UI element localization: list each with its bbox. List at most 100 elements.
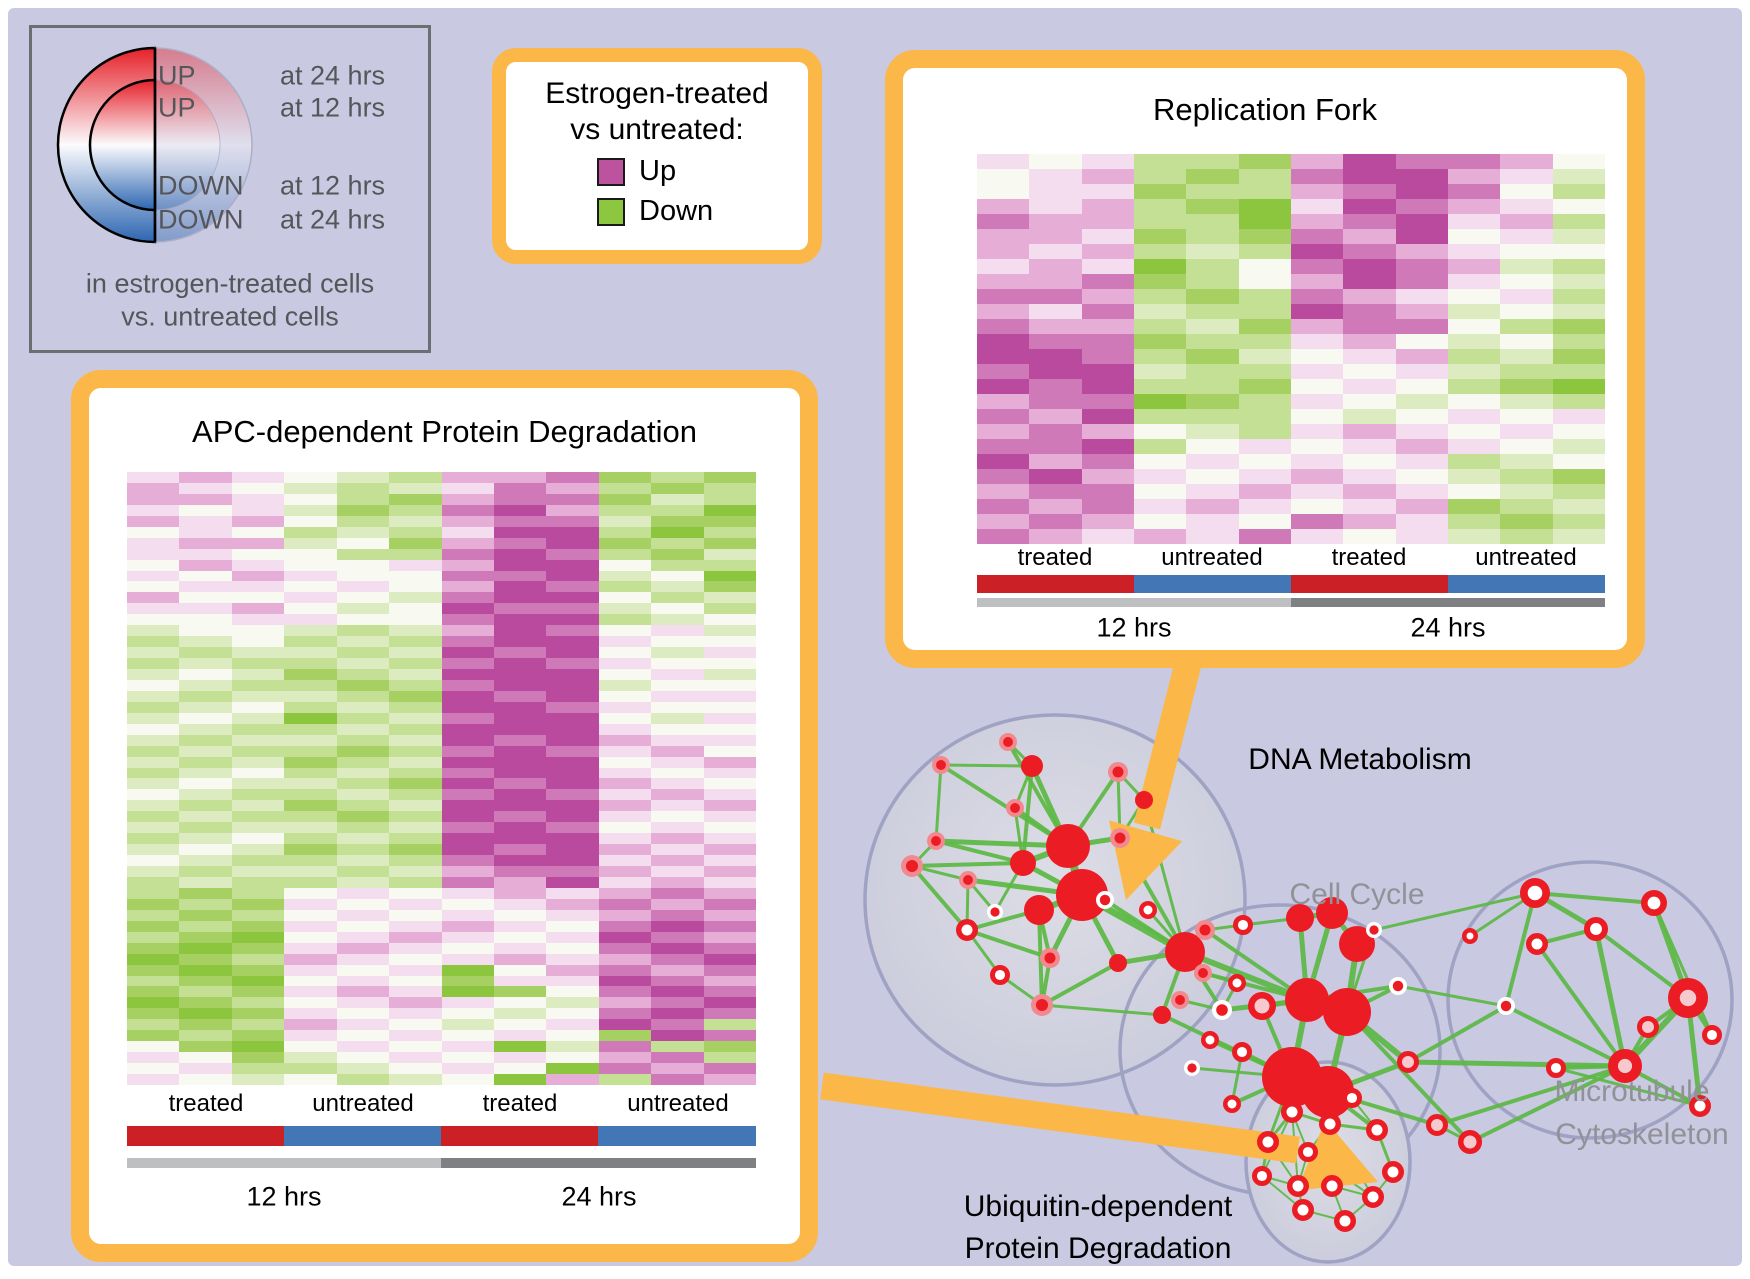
- heatmap-cell: [1343, 289, 1396, 304]
- heatmap-cell: [598, 789, 652, 801]
- heatmap-cell: [651, 811, 704, 823]
- heatmap-cell: [127, 493, 180, 505]
- heatmap-cell: [1186, 289, 1239, 304]
- heatmap-cell: [1290, 439, 1344, 454]
- heatmap-cell: [284, 515, 337, 527]
- heatmap-cell: [231, 548, 285, 560]
- heatmap-cell: [179, 493, 232, 505]
- heatmap-cell: [1133, 529, 1187, 544]
- heatmap-cell: [1500, 184, 1553, 199]
- heatmap-cell: [977, 364, 1030, 379]
- heatmap-cell: [1186, 334, 1239, 349]
- heatmap-cell: [441, 789, 494, 801]
- heatmap-cell: [284, 669, 337, 680]
- heatmap-cell: [1186, 439, 1239, 454]
- up-swatch-icon: [597, 157, 625, 186]
- heatmap-cell: [231, 636, 285, 648]
- network-edge: [1533, 891, 1656, 905]
- heatmap-cell: [703, 931, 756, 943]
- heatmap-cell: [1395, 394, 1448, 409]
- heatmap-cell: [1343, 274, 1396, 289]
- heatmap-cell: [1029, 514, 1082, 529]
- heatmap-cell: [1238, 169, 1291, 184]
- heatmap-cell: [703, 472, 756, 483]
- heatmap-cell: [127, 756, 180, 768]
- heatmap-cell: [389, 975, 442, 987]
- heatmap-cell: [1290, 424, 1344, 439]
- heatmap-cell: [441, 472, 494, 483]
- heatmap-cell: [1081, 469, 1134, 484]
- heatmap-cell: [493, 493, 547, 505]
- heatmap-cell: [179, 472, 232, 483]
- heatmap-cell: [127, 603, 180, 615]
- heatmap-cell: [179, 669, 232, 680]
- heatmap-cell: [651, 482, 704, 494]
- heatmap-cell: [441, 822, 494, 834]
- gene-node: [990, 907, 1000, 917]
- heatmap-cell: [598, 887, 652, 899]
- heatmap-cell: [127, 570, 180, 582]
- heatmap-cell: [1343, 499, 1396, 514]
- heatmap-cell: [651, 647, 704, 659]
- gene-node: [1251, 1165, 1272, 1186]
- heatmap-cell: [127, 975, 180, 987]
- heatmap-cell: [1029, 364, 1082, 379]
- heatmap-cell: [977, 244, 1030, 259]
- heatmap-cell: [1029, 229, 1082, 244]
- heatmap-cell: [284, 493, 337, 505]
- heatmap-cell: [179, 537, 232, 549]
- heatmap-cell: [1238, 289, 1291, 304]
- heatmap-cell: [651, 493, 704, 505]
- heatmap-cell: [1081, 169, 1134, 184]
- heatmap-cell: [651, 701, 704, 713]
- heatmap-cell: [703, 767, 756, 779]
- legend-item-up: Up: [597, 155, 717, 188]
- heatmap-cell: [1343, 379, 1396, 394]
- heatmap-cell: [1500, 319, 1553, 334]
- gene-node: [1044, 952, 1056, 964]
- gene-node: [1462, 928, 1478, 944]
- heatmap-cell: [1500, 154, 1553, 169]
- heatmap-cell: [1238, 214, 1291, 229]
- gene-node: [1287, 1175, 1309, 1197]
- gene-node: [1099, 894, 1111, 906]
- heatmap-cell: [546, 559, 599, 571]
- heatmap-cell: [389, 636, 442, 648]
- heatmap-cell: [598, 1074, 652, 1085]
- heatmap-cell: [1029, 244, 1082, 259]
- gene-node: [1701, 1024, 1722, 1045]
- down-label: Down: [639, 195, 714, 227]
- heatmap-cell: [284, 734, 337, 746]
- gene-node: [1021, 755, 1043, 777]
- heatmap-cell: [1343, 334, 1396, 349]
- heatmap-cell: [493, 986, 547, 998]
- heatmap-cell: [651, 669, 704, 680]
- heatmap-cell: [703, 581, 756, 593]
- heatmap-cell: [1500, 379, 1553, 394]
- heatmap-cell: [179, 931, 232, 943]
- heatmap-cell: [389, 931, 442, 943]
- heatmap-cell: [441, 866, 494, 878]
- heatmap-cell: [231, 537, 285, 549]
- gene-node: [1257, 1131, 1279, 1153]
- heatmap-cell: [651, 789, 704, 801]
- heatmap-cell: [179, 986, 232, 998]
- heatmap-cell: [1552, 289, 1605, 304]
- heatmap-cell: [1081, 439, 1134, 454]
- heatmap-cell: [651, 877, 704, 888]
- heatmap-cell: [977, 379, 1030, 394]
- heatmap-cell: [336, 647, 390, 659]
- heatmap-cell: [1133, 319, 1187, 334]
- heatmap-cell: [546, 942, 599, 954]
- heatmap-cell: [546, 800, 599, 812]
- heatmap-cell: [231, 986, 285, 998]
- heatmap-cell: [231, 833, 285, 845]
- heatmap-cell: [1133, 484, 1187, 499]
- heatmap-cell: [1081, 199, 1134, 214]
- heatmap-cell: [127, 931, 180, 943]
- gene-node: [1316, 897, 1348, 929]
- gene-node: [1046, 824, 1090, 868]
- heatmap-cell: [703, 745, 756, 757]
- heatmap-cell: [441, 931, 494, 943]
- heatmap-cell: [127, 1019, 180, 1031]
